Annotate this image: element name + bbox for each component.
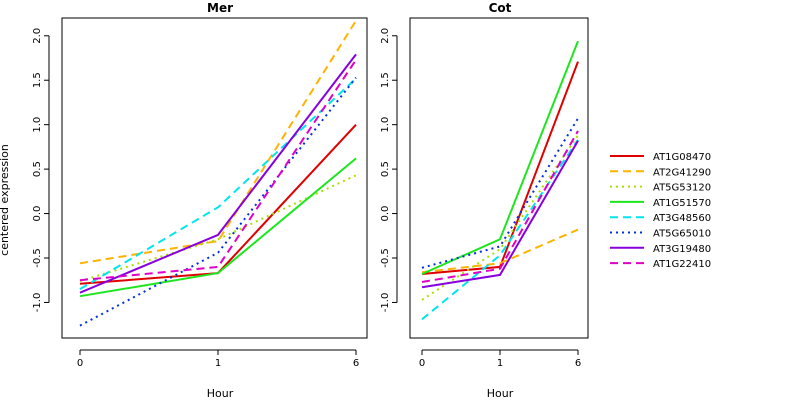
legend-label-at1g08470: AT1G08470 <box>653 152 711 163</box>
legend-label-at1g51570: AT1G51570 <box>653 198 711 209</box>
panel-mer: Mer 0 1 6 -1.0 -0.5 0.0 0.5 1.0 1.5 2.0 Hour <box>32 1 368 400</box>
y-tick-label-cot: 0.0 <box>380 206 391 222</box>
legend-label-at5g65010: AT5G65010 <box>653 229 711 240</box>
x-tick-label-cot: 0 <box>419 358 425 369</box>
series-line-mer-at2g41290 <box>79 20 357 265</box>
series-line-mer-at5g53120 <box>79 174 357 283</box>
y-tick-label-cot: 1.0 <box>380 117 391 133</box>
series-line-mer-at1g51570 <box>79 157 357 298</box>
legend-label-at3g19480: AT3G19480 <box>653 244 711 255</box>
series-lines-cot <box>421 40 579 321</box>
series-line-cot-at1g22410 <box>421 130 579 283</box>
x-tick-label-cot: 6 <box>575 358 581 369</box>
y-tick-label-mer: 1.5 <box>32 72 43 88</box>
series-line-cot-at1g51570 <box>421 40 579 275</box>
x-tick-label-mer: 6 <box>353 358 359 369</box>
y-tick-label-cot: 2.0 <box>380 28 391 44</box>
series-line-cot-at1g08470 <box>421 61 579 275</box>
y-tick-label-mer: 1.0 <box>32 117 43 133</box>
legend-label-at3g48560: AT3G48560 <box>653 213 711 224</box>
y-tick-label-mer: 0.5 <box>32 161 43 177</box>
panel-title-cot: Cot <box>489 1 512 15</box>
x-axis-label-cot: Hour <box>487 387 514 400</box>
y-tick-label-cot: -1.0 <box>380 293 391 313</box>
series-lines-mer <box>79 20 357 327</box>
axes-mer: 0 1 6 -1.0 -0.5 0.0 0.5 1.0 1.5 2.0 <box>32 28 359 369</box>
y-tick-label-cot: -0.5 <box>380 248 391 268</box>
series-line-cot-at3g48560 <box>421 139 579 321</box>
y-tick-label-cot: 0.5 <box>380 161 391 177</box>
legend: AT1G08470 AT2G41290 AT5G53120 AT1G51570 AT3G… <box>610 152 711 270</box>
axes-cot: 0 1 6 -1.0 -0.5 0.0 0.5 1.0 1.5 2.0 <box>380 28 581 369</box>
x-tick-label-cot: 1 <box>497 358 503 369</box>
y-tick-label-mer: -1.0 <box>32 293 43 313</box>
series-line-mer-at3g48560 <box>79 77 357 290</box>
series-line-mer-at5g65010 <box>79 76 357 327</box>
y-tick-label-mer: -0.5 <box>32 248 43 268</box>
y-tick-label-mer: 0.0 <box>32 206 43 222</box>
x-tick-label-mer: 0 <box>77 358 83 369</box>
y-axis-label: centered expression <box>0 144 11 256</box>
x-tick-label-mer: 1 <box>215 358 221 369</box>
legend-label-at1g22410: AT1G22410 <box>653 259 711 270</box>
series-line-cot-at2g41290 <box>421 228 579 274</box>
series-line-mer-at3g19480 <box>79 53 357 294</box>
series-line-mer-at1g08470 <box>79 124 357 285</box>
plot-frame-cot <box>409 17 589 339</box>
y-tick-label-mer: 2.0 <box>32 28 43 44</box>
legend-label-at5g53120: AT5G53120 <box>653 183 711 194</box>
y-tick-label-cot: 1.5 <box>380 72 391 88</box>
plot-frame-mer <box>61 17 368 339</box>
series-line-mer-at1g22410 <box>79 59 357 282</box>
panel-title-mer: Mer <box>207 1 233 15</box>
panel-cot: Cot 0 1 6 -1.0 -0.5 0.0 0.5 1.0 1.5 2.0 Hour <box>380 1 589 400</box>
legend-label-at2g41290: AT2G41290 <box>653 167 711 178</box>
x-axis-label-mer: Hour <box>207 387 234 400</box>
series-line-cot-at5g65010 <box>421 117 579 269</box>
series-line-cot-at3g19480 <box>421 140 579 289</box>
